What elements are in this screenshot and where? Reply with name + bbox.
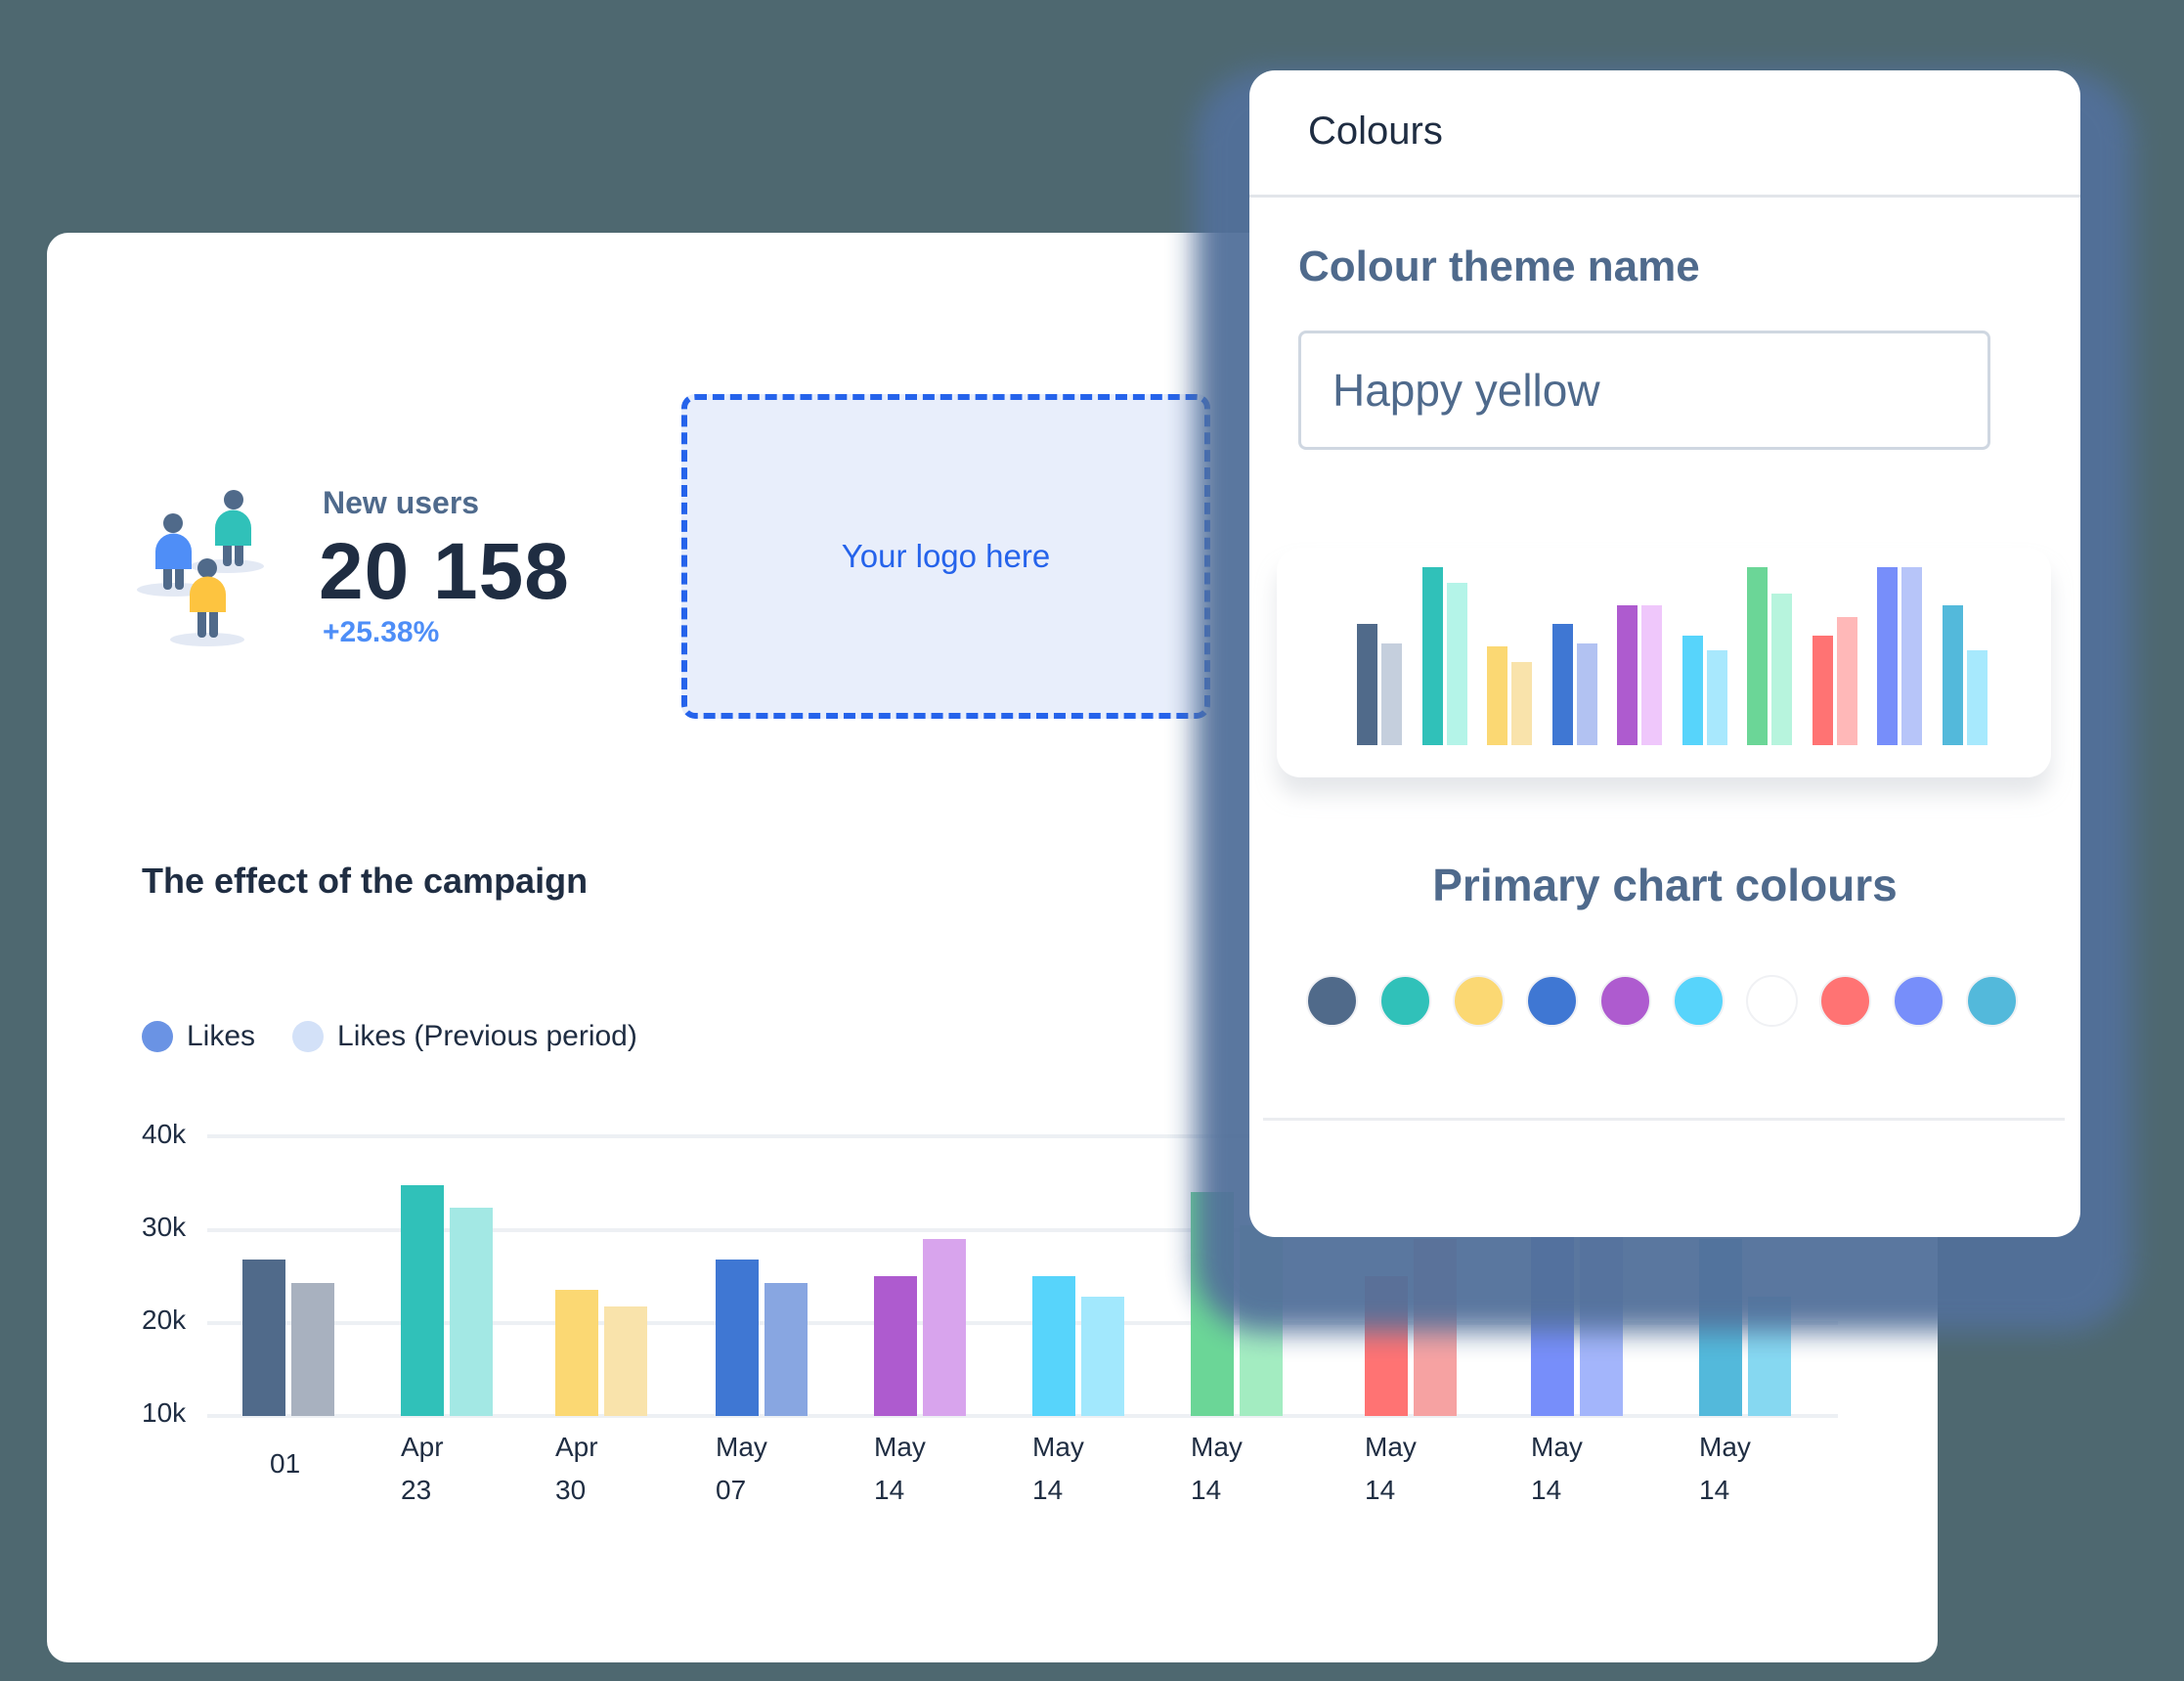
preview-bar xyxy=(1576,643,1597,745)
legend-label: Likes (Previous period) xyxy=(337,1020,637,1052)
gridline xyxy=(207,1134,1838,1138)
x-tick-label: May 14 xyxy=(1699,1432,1751,1505)
preview-bar xyxy=(1357,624,1377,745)
preview-bar xyxy=(1812,636,1833,745)
x-tick-label: May 14 xyxy=(1032,1432,1084,1505)
chart-bar[interactable] xyxy=(291,1282,334,1416)
preview-bar xyxy=(1487,646,1507,745)
legend-label: Likes xyxy=(187,1020,256,1052)
preview-bar xyxy=(1836,617,1857,745)
chart-bar[interactable] xyxy=(604,1305,647,1416)
gridline xyxy=(207,1228,1838,1232)
divider xyxy=(1263,1118,2065,1121)
theme-name-input[interactable] xyxy=(1298,331,1990,450)
preview-bar xyxy=(1511,662,1532,745)
theme-name-label: Colour theme name xyxy=(1298,243,1700,290)
preview-bar xyxy=(1617,605,1638,745)
colour-swatch-5[interactable] xyxy=(1599,975,1651,1027)
preview-bar xyxy=(1942,605,1963,745)
primary-colours-label: Primary chart colours xyxy=(1432,860,1898,910)
chart-bar[interactable] xyxy=(716,1259,759,1416)
legend-item-likes-previous[interactable]: Likes (Previous period) xyxy=(292,1020,637,1053)
y-tick-label: 30k xyxy=(142,1212,187,1242)
colour-swatch-10[interactable] xyxy=(1966,975,2018,1027)
preview-bar xyxy=(1682,636,1703,745)
colour-swatch-1[interactable] xyxy=(1306,975,1358,1027)
preview-bar xyxy=(1421,567,1443,745)
chart-bar[interactable] xyxy=(923,1238,966,1416)
colour-swatch-6[interactable] xyxy=(1673,975,1725,1027)
preview-bar xyxy=(1446,583,1467,745)
chart-bar[interactable] xyxy=(555,1290,598,1416)
legend-item-likes[interactable]: Likes xyxy=(142,1020,255,1053)
stat-change-percent: +25.38% xyxy=(323,616,440,648)
colour-swatches xyxy=(1306,975,2018,1027)
stat-value: 20 158 xyxy=(319,527,570,616)
stat-label: New users xyxy=(323,485,480,520)
x-tick-label: May 14 xyxy=(874,1432,926,1505)
x-tick-label: Apr 23 xyxy=(401,1432,444,1505)
preview-bar xyxy=(1901,567,1922,745)
preview-bar xyxy=(1551,624,1573,745)
y-tick-label: 40k xyxy=(142,1119,187,1149)
preview-bar xyxy=(1641,605,1662,745)
chart-bar[interactable] xyxy=(401,1184,444,1416)
preview-bar xyxy=(1747,567,1768,745)
colour-swatch-8[interactable] xyxy=(1819,975,1871,1027)
divider xyxy=(1249,195,2080,198)
y-tick-label: 10k xyxy=(142,1397,187,1428)
x-tick-label: Apr 30 xyxy=(555,1432,598,1505)
logo-placeholder-text: Your logo here xyxy=(841,538,1051,574)
preview-bar xyxy=(1877,567,1898,745)
users-group-icon xyxy=(137,490,264,646)
chart-bar[interactable] xyxy=(450,1208,493,1416)
panel-title: Colours xyxy=(1308,110,1443,153)
logo-upload-placeholder[interactable]: Your logo here xyxy=(681,394,1210,719)
x-tick-label: May 14 xyxy=(1191,1432,1243,1505)
x-tick-label: May 07 xyxy=(716,1432,767,1505)
preview-bar xyxy=(1706,650,1727,745)
preview-bar xyxy=(1771,594,1792,745)
x-tick-label: May 14 xyxy=(1531,1432,1583,1505)
chart-bar[interactable] xyxy=(874,1276,917,1416)
colour-swatch-9[interactable] xyxy=(1893,975,1944,1027)
preview-bar xyxy=(1381,643,1402,745)
y-tick-label: 20k xyxy=(142,1305,187,1335)
gridline xyxy=(207,1414,1838,1418)
chart-bar[interactable] xyxy=(1081,1297,1124,1416)
colour-swatch-2[interactable] xyxy=(1379,975,1431,1027)
colour-swatch-3[interactable] xyxy=(1453,975,1505,1027)
theme-preview-chart xyxy=(1277,548,2051,777)
colours-panel: Colours Colour theme name Primary chart … xyxy=(1249,70,2080,1237)
chart-bar[interactable] xyxy=(1032,1276,1075,1416)
colour-swatch-4[interactable] xyxy=(1526,975,1578,1027)
legend-dot-icon xyxy=(142,1021,173,1052)
legend-dot-icon xyxy=(292,1021,325,1052)
chart-bar[interactable] xyxy=(242,1259,285,1416)
x-tick-label: May 14 xyxy=(1365,1432,1417,1505)
chart-bar[interactable] xyxy=(764,1282,808,1416)
preview-bar xyxy=(1966,650,1987,745)
chart-legend: Likes Likes (Previous period) xyxy=(142,1020,675,1053)
colour-swatch-7[interactable] xyxy=(1746,975,1798,1027)
x-tick-label: 01 xyxy=(270,1448,301,1479)
chart-title: The effect of the campaign xyxy=(142,861,589,901)
gridline xyxy=(207,1321,1838,1325)
